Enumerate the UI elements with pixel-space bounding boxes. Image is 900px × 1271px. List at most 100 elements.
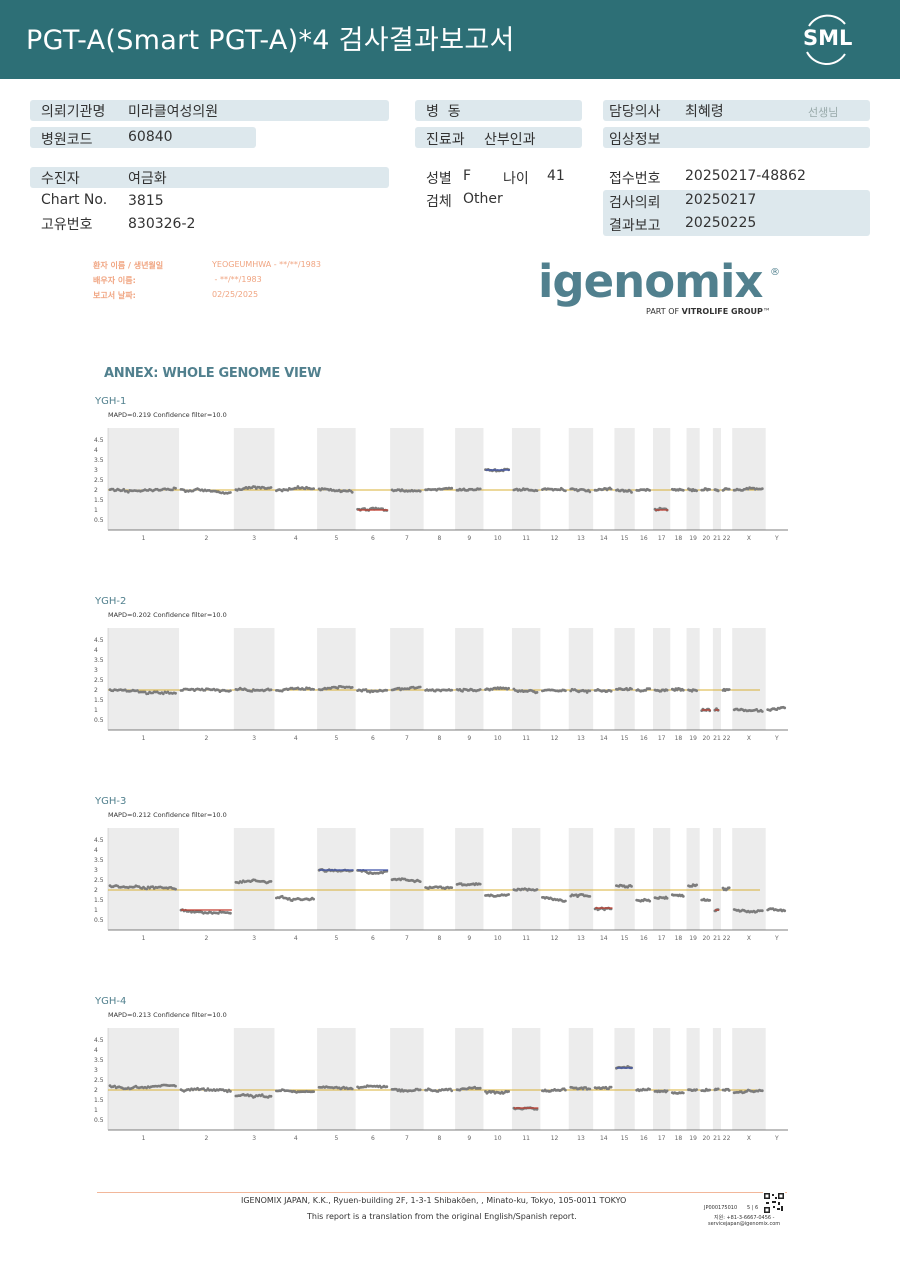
chromosome-band-13: [568, 1028, 594, 1130]
chr-2-points: [179, 687, 232, 693]
qr-code-icon: [763, 1192, 785, 1214]
data-point: [122, 487, 126, 491]
meta-date-label: 보고서 날짜:: [93, 291, 136, 300]
chromosome-band-11: [511, 628, 541, 730]
request-value: 20250217: [685, 192, 757, 208]
y-tick-4: 4: [94, 847, 98, 854]
x-tick-chr-6: 6: [371, 535, 375, 542]
chr-14-points: [593, 906, 613, 912]
x-tick-chr-21: 21: [713, 1135, 721, 1142]
chromosome-band-5: [317, 828, 356, 930]
chr-7-points: [390, 1087, 422, 1093]
data-point: [450, 688, 454, 692]
data-point: [507, 686, 510, 690]
ward-label: 병 동: [426, 104, 461, 120]
chr-6-points: [356, 1084, 389, 1090]
x-tick-chr-2: 2: [205, 935, 209, 942]
data-point: [760, 1089, 764, 1093]
x-tick-chr-1: 1: [142, 935, 146, 942]
plot-subtitle-3: MAPD=0.212 Confidence filter=10.0: [108, 811, 227, 819]
footer-phone: 지원: +81-3-6667-0456 -: [714, 1215, 775, 1221]
clinical-row: [603, 127, 870, 148]
footer-doc-code: JP000175010: [704, 1205, 738, 1211]
y-tick-3: 3: [94, 467, 98, 474]
meta-patient-value: YEOGEUMHWA - **/**/1983: [212, 260, 321, 269]
chr-3-points: [234, 878, 273, 885]
chromosome-band-9: [455, 628, 484, 730]
chr-22-points: [721, 487, 731, 492]
chr-16-points: [635, 897, 652, 903]
x-tick-chr-1: 1: [142, 535, 146, 542]
y-tick-2: 2: [94, 887, 98, 894]
chart-value: 3815: [128, 193, 164, 209]
id-value: 830326-2: [128, 216, 196, 232]
y-tick-3.5: 3.5: [94, 1057, 104, 1064]
chromosome-band-9: [455, 1028, 484, 1130]
chromosome-band-7: [390, 1028, 424, 1130]
y-tick-4.5: 4.5: [94, 637, 104, 644]
data-point: [681, 488, 685, 492]
chr-X-points: [732, 908, 764, 914]
x-tick-chr-21: 21: [713, 935, 721, 942]
chr-8-points: [424, 1087, 454, 1093]
chromosome-band-13: [568, 628, 594, 730]
x-tick-chr-21: 21: [713, 535, 721, 542]
chr-18-points: [670, 1091, 685, 1095]
y-tick-4: 4: [94, 647, 98, 654]
x-tick-chr-10: 10: [494, 735, 502, 742]
x-tick-chr-4: 4: [294, 1135, 298, 1142]
x-tick-chr-19: 19: [689, 1135, 697, 1142]
x-tick-chr-Y: Y: [774, 1135, 779, 1142]
chr-2-points: [179, 487, 232, 495]
x-tick-chr-7: 7: [405, 1135, 409, 1142]
x-tick-chr-11: 11: [522, 735, 530, 742]
y-tick-0.5: 0.5: [94, 1117, 104, 1124]
chr-9-points: [455, 487, 482, 492]
x-tick-chr-19: 19: [689, 935, 697, 942]
hospital-code-row: [30, 127, 256, 148]
chr-12-points: [541, 896, 567, 903]
x-tick-chr-22: 22: [723, 935, 731, 942]
x-tick-chr-20: 20: [702, 1135, 710, 1142]
x-tick-chr-Y: Y: [774, 735, 779, 742]
x-tick-chr-14: 14: [600, 735, 608, 742]
x-tick-chr-8: 8: [437, 535, 441, 542]
x-tick-chr-9: 9: [467, 935, 471, 942]
data-point: [171, 488, 174, 492]
x-tick-chr-13: 13: [577, 935, 585, 942]
chromosome-band-13: [568, 828, 594, 930]
chromosome-band-15: [614, 1028, 635, 1130]
chr-11-points: [512, 887, 539, 892]
chromosome-band-X: [732, 628, 766, 730]
data-point: [478, 1086, 482, 1090]
plot-title-4: YGH-4: [95, 996, 127, 1007]
x-tick-chr-X: X: [747, 935, 751, 942]
y-tick-1.5: 1.5: [94, 497, 104, 504]
igenomix-registered: ®: [770, 267, 780, 278]
data-point: [535, 691, 539, 694]
chromosome-band-19: [686, 828, 700, 930]
data-point: [695, 883, 698, 887]
data-point: [681, 688, 685, 692]
meta-partner-value: - **/**/1983: [212, 275, 262, 284]
chr-20-points: [700, 897, 712, 902]
chr-16-points: [635, 687, 652, 693]
genome-plot-4: 4.543.532.521.510.51 2 3 4 5 6 7 8 9 10 11 12 13 14 15…: [94, 1028, 788, 1142]
data-point: [564, 689, 567, 693]
x-tick-chr-9: 9: [467, 535, 471, 542]
tagline-bold: VITROLIFE GROUP: [681, 307, 763, 316]
request-report-rows: [603, 190, 870, 236]
chromosome-band-21: [712, 428, 722, 530]
x-tick-chr-2: 2: [205, 535, 209, 542]
chr-3-points: [234, 1093, 273, 1099]
data-point: [716, 489, 720, 493]
chr-19-points: [687, 688, 698, 693]
data-point: [609, 487, 613, 491]
patient-value: 여금화: [128, 171, 167, 187]
data-point: [648, 687, 652, 691]
x-tick-chr-14: 14: [600, 1135, 608, 1142]
x-tick-chr-7: 7: [405, 535, 409, 542]
data-point: [350, 490, 354, 494]
data-point: [478, 688, 482, 691]
chr-13-points: [569, 487, 592, 494]
